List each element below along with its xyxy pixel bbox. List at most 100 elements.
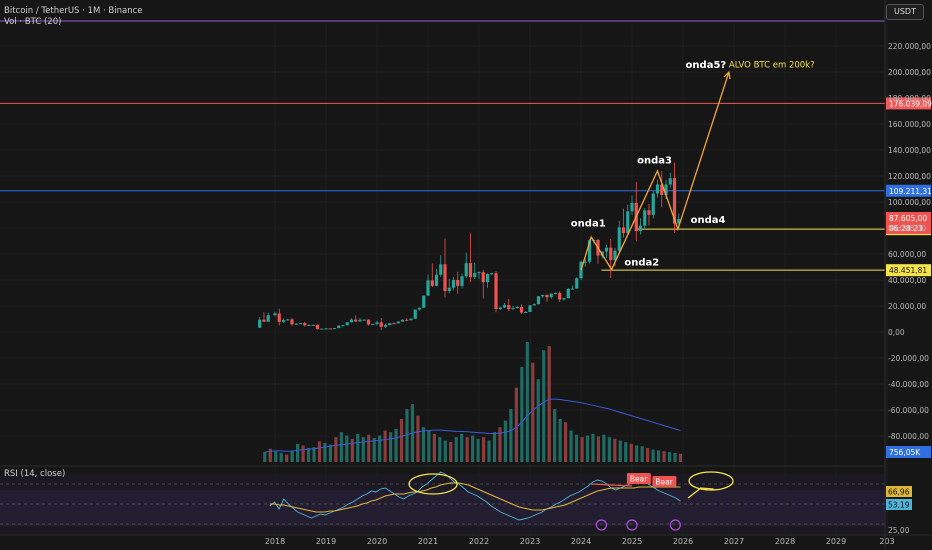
chart-title: Bitcoin / TetherUS · 1M · Binance — [4, 6, 143, 16]
volume-ma-line — [264, 398, 681, 453]
candle-body — [515, 307, 519, 309]
volume-bar — [465, 437, 469, 462]
candle-body — [439, 264, 443, 275]
candle-body — [430, 280, 434, 286]
volume-bar — [471, 435, 475, 462]
candle-body — [258, 319, 262, 328]
y-tick-label: 160.000,00 — [888, 120, 931, 129]
rsi-ma-line — [269, 482, 681, 513]
volume-bar — [574, 434, 579, 462]
volume-bar — [542, 350, 546, 462]
volume-bar — [585, 435, 590, 462]
volume-bar — [520, 366, 524, 462]
candle-body — [553, 292, 558, 294]
candle-body — [672, 178, 677, 224]
price-tag-label: 48.451,81 — [889, 266, 927, 275]
candle-body — [473, 273, 477, 278]
candle-body — [664, 184, 668, 195]
x-tick-label: 203 — [879, 537, 894, 546]
volume-label: Vol · BTC (20) — [4, 17, 62, 27]
volume-tag-label: 756,05K — [889, 448, 921, 457]
candle-body — [468, 263, 473, 278]
candle-body — [366, 319, 371, 325]
candle-body — [494, 273, 498, 310]
candle-body — [558, 292, 562, 300]
candle-body — [320, 328, 324, 330]
volume-bar — [525, 342, 529, 462]
bear-tag — [626, 473, 651, 484]
x-tick-label: 2027 — [724, 537, 744, 546]
volume-bar — [279, 452, 283, 462]
y-tick-label: 20.000,00 — [888, 302, 926, 311]
candle-body — [651, 193, 655, 215]
candle-body — [286, 319, 290, 321]
rsi-marker-circle — [626, 519, 638, 531]
y-tick-label: 60.000,00 — [888, 250, 926, 259]
x-tick-label: 2022 — [469, 537, 489, 546]
volume-bar — [607, 437, 611, 462]
y-tick-label: 180.000,00 — [888, 94, 931, 103]
y-tick-label: 140.000,00 — [888, 146, 931, 155]
x-tick-label: 2028 — [775, 537, 795, 546]
candle-body — [575, 278, 579, 289]
currency-button[interactable]: USDT — [886, 4, 924, 20]
volume-bar — [618, 440, 622, 462]
last-price-countdown: 06:28:23 — [889, 224, 923, 233]
x-tick-label: 2026 — [673, 537, 693, 546]
volume-bar — [317, 441, 322, 462]
volume-bar — [285, 454, 289, 462]
volume-bar — [667, 452, 672, 462]
price-tag-label: 176.039,09 — [889, 99, 932, 108]
y-tick-label: -20.000,00 — [888, 354, 929, 363]
price-tag-label: 109.211,31 — [889, 187, 932, 196]
volume-bar — [487, 440, 491, 462]
candle-body — [303, 323, 307, 326]
candle-body — [281, 320, 286, 322]
candle-body — [349, 319, 354, 323]
candle-body — [630, 202, 634, 212]
candle-body — [294, 323, 298, 325]
candle-body — [566, 288, 570, 299]
y-tick-label: 120.000,00 — [888, 172, 931, 181]
candle-body — [379, 322, 383, 327]
x-tick-label: 2023 — [520, 537, 540, 546]
candle-body — [549, 293, 553, 298]
volume-bar — [536, 379, 540, 462]
candle-body — [290, 319, 294, 325]
candle-body — [507, 305, 511, 310]
candle-body — [460, 276, 464, 286]
volume-bar — [449, 442, 453, 462]
rsi-marker-circle — [595, 519, 608, 531]
volume-bar — [629, 443, 633, 462]
candle-body — [447, 287, 451, 292]
volume-bar — [427, 430, 431, 462]
candle-body — [388, 323, 392, 326]
volume-bar — [640, 446, 644, 462]
volume-bar — [531, 362, 535, 462]
volume-bar — [356, 433, 360, 462]
candle-body — [311, 324, 315, 326]
rsi-tag-label: 53,19 — [888, 501, 910, 510]
volume-bar — [274, 451, 278, 462]
candle-body — [422, 295, 426, 308]
candle-body — [511, 308, 515, 310]
volume-bar — [388, 432, 393, 462]
candle-body — [337, 325, 341, 329]
bear-tag-label: Bear — [655, 478, 673, 487]
volume-bar — [443, 440, 447, 462]
candle-body — [481, 272, 485, 283]
wave-annotation: onda2 — [624, 258, 659, 269]
candle-body — [464, 263, 468, 277]
candle-body — [405, 319, 409, 321]
candle-body — [536, 296, 541, 305]
volume-bar — [268, 448, 272, 462]
volume-bar — [656, 450, 661, 462]
price-tag — [886, 264, 931, 277]
volume-bar — [481, 437, 486, 462]
volume-bar — [503, 420, 508, 462]
bearish-divergence-line — [591, 483, 633, 487]
candle-body — [456, 279, 460, 286]
rsi-ma-tag-label: 66,96 — [888, 488, 910, 497]
volume-bar — [432, 433, 436, 462]
